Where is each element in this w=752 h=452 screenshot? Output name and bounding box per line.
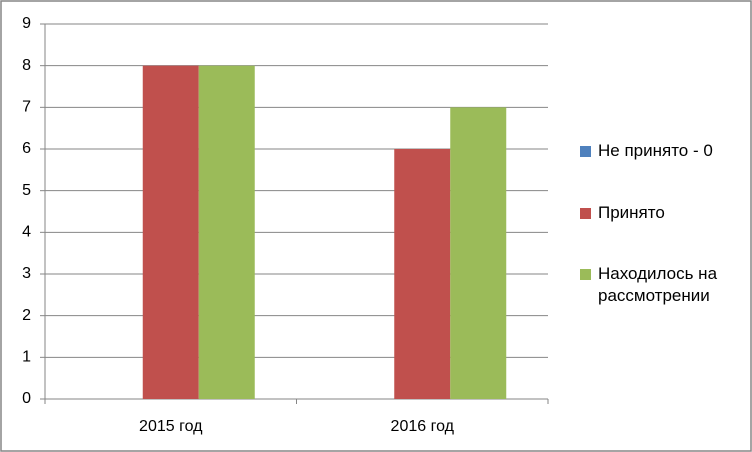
bar (394, 149, 451, 399)
x-tick-label: 2016 год (391, 418, 455, 435)
y-tick-label: 5 (22, 182, 31, 199)
legend-label: Принято (598, 203, 665, 222)
y-tick-label: 8 (22, 57, 31, 74)
legend-swatch (580, 269, 591, 280)
bar (142, 65, 199, 400)
y-tick-label: 0 (22, 390, 31, 407)
y-tick-label: 4 (22, 224, 31, 241)
y-tick-label: 9 (22, 15, 31, 32)
legend-label: Не принято - 0 (598, 141, 713, 160)
legend-item: Находилось на рассмотрении (580, 263, 738, 307)
x-tick-label: 2015 год (139, 418, 203, 435)
legend-swatch (580, 146, 591, 157)
y-tick-label: 7 (22, 99, 31, 116)
y-tick-label: 6 (22, 140, 31, 157)
legend-item: Не принято - 0 (580, 140, 738, 162)
legend-item: Принято (580, 202, 738, 224)
legend-swatch (580, 208, 591, 219)
y-tick-label: 1 (22, 349, 31, 366)
legend-label: Находилось на рассмотрении (598, 264, 718, 305)
bar (198, 65, 255, 400)
y-tick-label: 3 (22, 265, 31, 282)
bar (450, 107, 507, 399)
y-tick-label: 2 (22, 307, 31, 324)
